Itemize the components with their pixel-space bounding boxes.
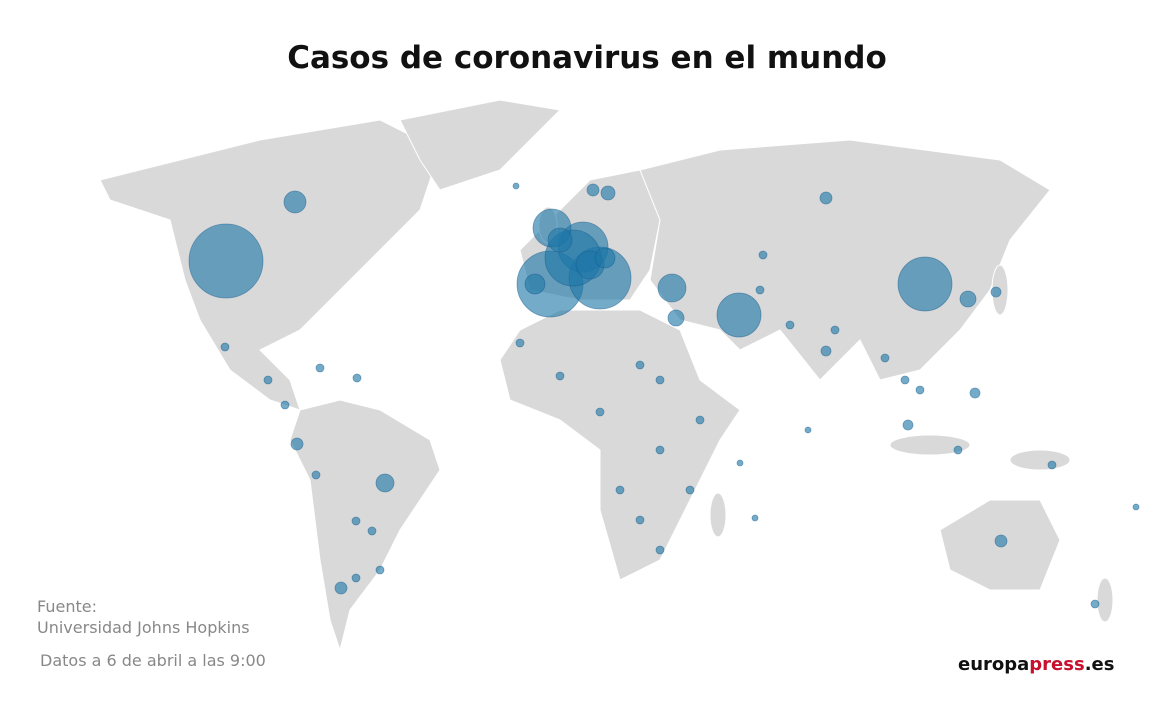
case-bubble (685, 485, 695, 495)
landmass (99, 99, 1114, 652)
case-bubble (804, 426, 812, 434)
case-bubble (220, 342, 230, 352)
source-label: Fuente: (37, 597, 97, 616)
case-bubble (375, 565, 385, 575)
case-bubble (900, 375, 910, 385)
logo-part: press (1029, 654, 1085, 675)
case-bubble (375, 473, 395, 493)
case-bubble (586, 183, 600, 197)
source-name: Universidad Johns Hopkins (37, 618, 250, 637)
case-bubble (1047, 460, 1057, 470)
case-bubble (655, 545, 665, 555)
new-guinea (1009, 449, 1071, 471)
logo-part: europa (958, 654, 1030, 675)
madagascar (709, 492, 727, 538)
case-bubble (280, 400, 290, 410)
case-bubble (1132, 503, 1140, 511)
case-bubble (655, 375, 665, 385)
case-bubble (351, 516, 361, 526)
case-bubble (615, 485, 625, 495)
case-bubble (880, 353, 890, 363)
case-bubble (524, 273, 546, 295)
case-bubble (263, 375, 273, 385)
case-bubble (785, 320, 795, 330)
case-bubble (959, 290, 977, 308)
case-bubble (667, 309, 685, 327)
asia (639, 139, 1051, 381)
case-bubble (555, 371, 565, 381)
case-bubble (352, 373, 362, 383)
case-bubble (635, 515, 645, 525)
case-bubble (657, 273, 687, 303)
case-bubble (758, 250, 768, 260)
case-bubble (655, 445, 665, 455)
case-bubble (1090, 599, 1100, 609)
indonesia (889, 434, 971, 456)
south-america (289, 399, 441, 652)
case-bubble (953, 445, 963, 455)
case-bubble (311, 470, 321, 480)
case-bubble (512, 182, 520, 190)
case-bubble (915, 385, 925, 395)
case-bubble (600, 185, 616, 201)
case-bubble (820, 345, 832, 357)
case-bubbles (188, 182, 1140, 609)
logo: europapress.es (958, 654, 1114, 675)
case-bubble (830, 325, 840, 335)
case-bubble (994, 534, 1008, 548)
case-bubble (595, 407, 605, 417)
case-bubble (755, 285, 765, 295)
case-bubble (897, 256, 953, 312)
logo-part: .es (1084, 654, 1115, 675)
case-bubble (315, 363, 325, 373)
map-title: Casos de coronavirus en el mundo (287, 40, 887, 76)
case-bubble (819, 191, 833, 205)
date-note: Datos a 6 de abril a las 9:00 (40, 651, 266, 670)
case-bubble (751, 514, 759, 522)
north-america (99, 119, 441, 411)
case-bubble (367, 526, 377, 536)
africa (499, 309, 741, 581)
case-bubble (902, 419, 914, 431)
case-bubble (290, 437, 304, 451)
case-bubble (515, 338, 525, 348)
case-bubble (736, 459, 744, 467)
new-zealand (1096, 577, 1114, 623)
case-bubble (990, 286, 1002, 298)
case-bubble (188, 223, 264, 299)
case-bubble (334, 581, 348, 595)
case-bubble (716, 292, 762, 338)
case-bubble (351, 573, 361, 583)
case-bubble (969, 387, 981, 399)
case-bubble (283, 190, 307, 214)
case-bubble (695, 415, 705, 425)
case-bubble (547, 227, 573, 253)
case-bubble (635, 360, 645, 370)
case-bubble (594, 247, 616, 269)
greenland (399, 99, 562, 191)
